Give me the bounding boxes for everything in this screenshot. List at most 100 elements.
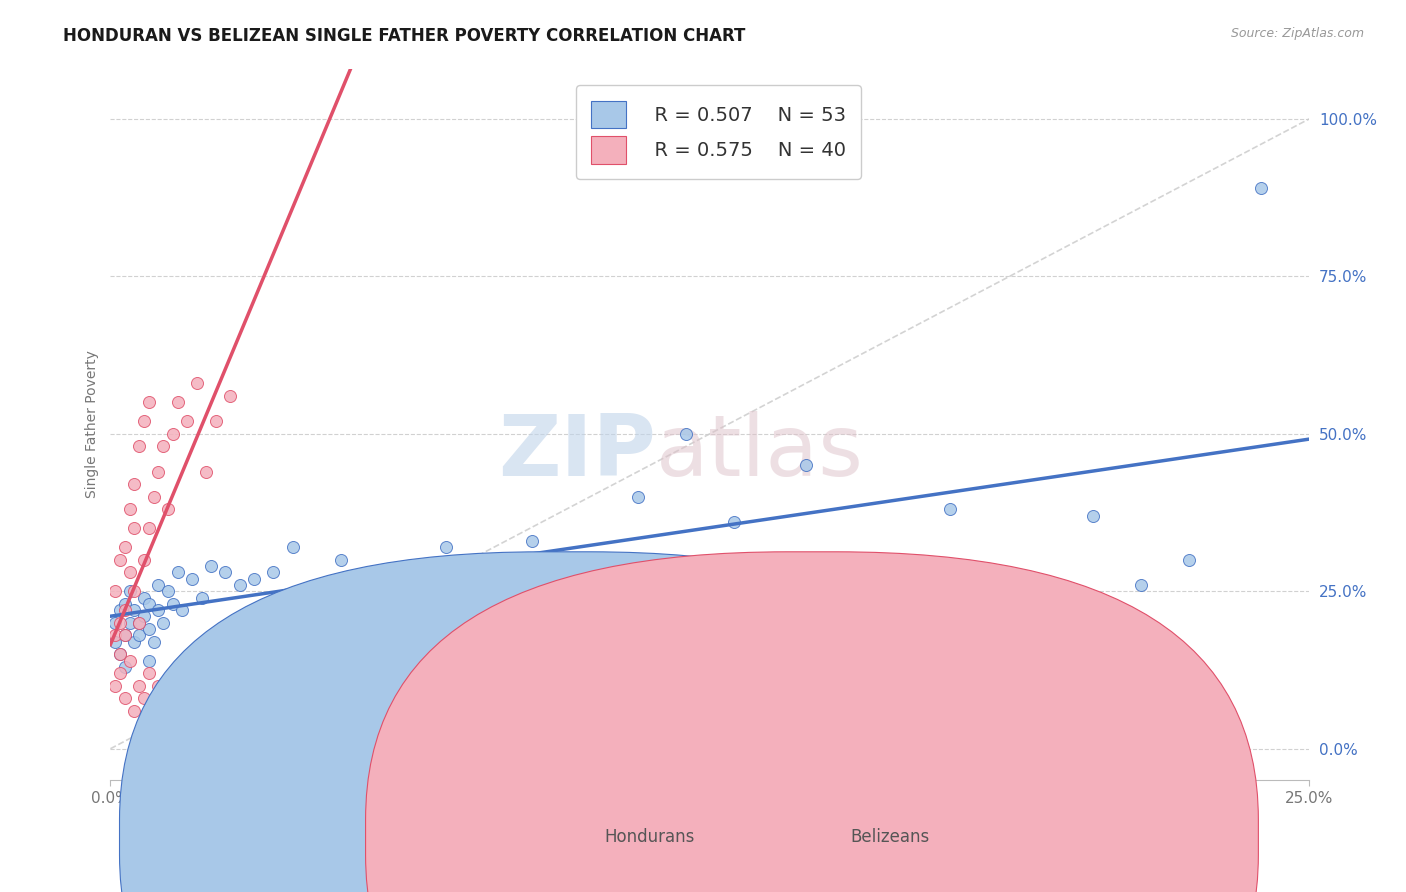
Point — [132, 553, 155, 567]
Point — [138, 395, 160, 409]
Point — [148, 679, 170, 693]
Point — [148, 465, 170, 479]
Point — [138, 654, 160, 668]
Point — [108, 553, 131, 567]
Point — [132, 591, 155, 605]
Point — [396, 559, 419, 574]
Point — [118, 566, 141, 580]
Point — [938, 502, 960, 516]
Point — [138, 666, 160, 681]
Point — [104, 634, 127, 648]
Point — [138, 597, 160, 611]
Point — [124, 521, 146, 535]
Point — [205, 414, 228, 428]
Point — [152, 439, 174, 453]
Point — [108, 603, 131, 617]
Point — [363, 572, 385, 586]
Point — [128, 628, 150, 642]
Point — [190, 591, 212, 605]
Point — [723, 515, 745, 529]
Point — [569, 578, 592, 592]
Point — [281, 540, 304, 554]
Point — [124, 603, 146, 617]
Point — [675, 426, 697, 441]
Text: atlas: atlas — [655, 411, 863, 494]
Text: ZIP: ZIP — [498, 411, 655, 494]
Point — [1130, 578, 1153, 592]
Point — [162, 597, 184, 611]
Point — [114, 691, 136, 706]
Point — [138, 521, 160, 535]
Point — [166, 566, 188, 580]
Point — [176, 414, 198, 428]
Point — [114, 603, 136, 617]
Point — [128, 679, 150, 693]
Point — [1250, 181, 1272, 195]
Point — [124, 634, 146, 648]
Point — [148, 578, 170, 592]
Point — [195, 465, 218, 479]
Point — [305, 578, 328, 592]
Point — [200, 559, 222, 574]
Point — [124, 704, 146, 718]
Point — [522, 533, 544, 548]
Point — [138, 622, 160, 636]
Point — [1083, 508, 1105, 523]
Text: HONDURAN VS BELIZEAN SINGLE FATHER POVERTY CORRELATION CHART: HONDURAN VS BELIZEAN SINGLE FATHER POVER… — [63, 27, 745, 45]
Point — [186, 376, 208, 391]
Point — [118, 654, 141, 668]
Point — [156, 502, 179, 516]
Point — [794, 458, 817, 473]
Point — [262, 566, 284, 580]
Point — [108, 666, 131, 681]
Point — [104, 628, 127, 642]
Point — [152, 615, 174, 630]
Point — [229, 578, 252, 592]
Point — [214, 566, 236, 580]
Point — [108, 647, 131, 661]
Point — [108, 615, 131, 630]
Point — [243, 572, 266, 586]
Point — [118, 615, 141, 630]
Point — [128, 615, 150, 630]
Point — [114, 660, 136, 674]
Point — [114, 597, 136, 611]
Point — [124, 477, 146, 491]
Point — [142, 634, 165, 648]
Point — [172, 603, 194, 617]
Point — [104, 615, 127, 630]
Text: Source: ZipAtlas.com: Source: ZipAtlas.com — [1230, 27, 1364, 40]
Point — [148, 603, 170, 617]
Point — [156, 584, 179, 599]
Point — [124, 584, 146, 599]
Point — [104, 584, 127, 599]
Point — [142, 490, 165, 504]
Point — [128, 615, 150, 630]
Point — [114, 540, 136, 554]
Text: Belizeans: Belizeans — [851, 829, 929, 847]
Point — [329, 553, 352, 567]
Point — [114, 628, 136, 642]
Point — [132, 414, 155, 428]
Legend:   R = 0.507    N = 53,   R = 0.575    N = 40: R = 0.507 N = 53, R = 0.575 N = 40 — [575, 86, 862, 179]
Point — [118, 584, 141, 599]
Point — [162, 426, 184, 441]
Point — [866, 553, 889, 567]
Point — [132, 609, 155, 624]
Point — [104, 679, 127, 693]
Point — [1011, 578, 1033, 592]
Point — [474, 553, 496, 567]
Point — [166, 395, 188, 409]
Point — [108, 647, 131, 661]
Y-axis label: Single Father Poverty: Single Father Poverty — [86, 351, 100, 499]
Point — [1178, 553, 1201, 567]
Point — [132, 691, 155, 706]
Point — [627, 490, 650, 504]
Point — [114, 628, 136, 642]
Point — [142, 698, 165, 712]
Point — [181, 572, 204, 586]
Point — [128, 439, 150, 453]
Point — [118, 502, 141, 516]
Point — [434, 540, 457, 554]
Text: Hondurans: Hondurans — [605, 829, 695, 847]
